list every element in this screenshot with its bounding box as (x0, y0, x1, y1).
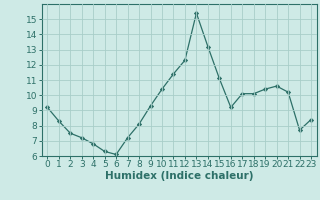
X-axis label: Humidex (Indice chaleur): Humidex (Indice chaleur) (105, 171, 253, 181)
